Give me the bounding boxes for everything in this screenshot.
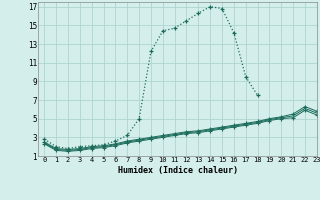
X-axis label: Humidex (Indice chaleur): Humidex (Indice chaleur) [118,166,238,175]
